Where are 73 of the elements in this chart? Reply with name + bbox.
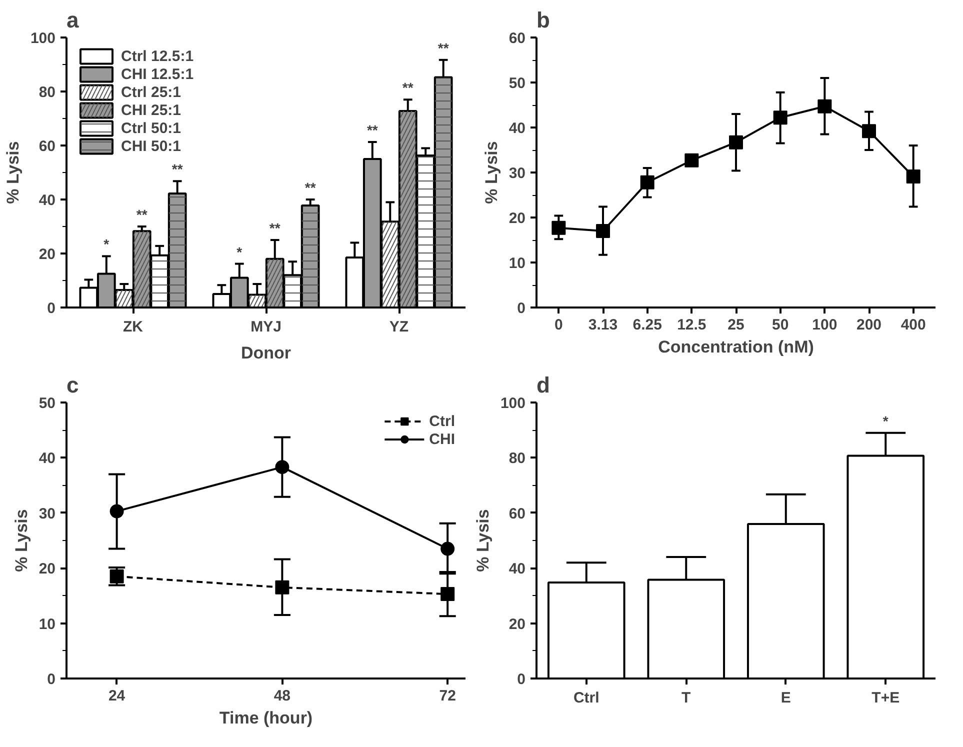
x-tick-label: 3.13 <box>588 316 618 334</box>
y-tick-label: 60 <box>38 138 56 155</box>
x-tick-label: 12.5 <box>677 316 706 334</box>
y-tick-label: 30 <box>38 505 56 522</box>
x-tick-label: 50 <box>772 316 789 334</box>
y-tick-label: 0 <box>517 300 526 317</box>
y-tick-label: 20 <box>508 210 526 227</box>
x-axis-title: Concentration (nM) <box>658 338 814 356</box>
data-label: * <box>882 412 889 429</box>
y-tick-label: 20 <box>38 246 56 263</box>
chart-title: b <box>536 8 550 32</box>
x-tick-label: T+E <box>872 690 900 706</box>
legend-label: CHI 12.5:1 <box>121 65 194 83</box>
legend-label: Ctrl 50:1 <box>121 119 182 137</box>
data-label: * <box>104 236 110 252</box>
x-tick-label: MYJ <box>250 318 282 336</box>
data-label: * <box>236 244 243 260</box>
chart-title: a <box>66 8 80 32</box>
y-tick-label: 0 <box>517 671 526 688</box>
data-label: ** <box>172 161 184 178</box>
data-label: ** <box>269 220 281 236</box>
y-tick-label: 40 <box>508 120 526 137</box>
y-tick-label: 40 <box>508 560 526 578</box>
y-tick-label: 0 <box>47 671 56 688</box>
x-tick-label: 100 <box>812 316 838 334</box>
x-tick-label: 48 <box>274 688 291 704</box>
data-label: ** <box>402 80 414 96</box>
y-axis-title: % Lysis <box>482 141 501 204</box>
y-tick-label: 50 <box>508 75 526 92</box>
x-tick-label: 24 <box>108 688 126 704</box>
y-tick-label: 30 <box>508 165 526 182</box>
y-tick-label: 80 <box>38 84 56 101</box>
data-label: ** <box>366 122 378 138</box>
y-tick-label: 50 <box>38 395 56 412</box>
chart-title: c <box>66 372 79 398</box>
legend-label: Ctrl <box>429 412 455 430</box>
legend-label: Ctrl 12.5:1 <box>121 47 194 65</box>
y-tick-label: 40 <box>38 192 56 209</box>
x-axis-title: Time (hour) <box>219 708 313 728</box>
x-tick-label: ZK <box>123 318 144 336</box>
x-tick-label: E <box>780 690 791 706</box>
data-label: ** <box>304 180 316 196</box>
y-tick-label: 100 <box>30 30 56 47</box>
y-tick-label: 10 <box>38 616 56 633</box>
legend-label: CHI 50:1 <box>121 137 182 155</box>
y-tick-label: 20 <box>508 616 526 633</box>
y-tick-label: 100 <box>500 395 526 412</box>
y-axis-title: % Lysis <box>12 509 31 572</box>
x-tick-label: T <box>682 690 691 706</box>
x-tick-label: 400 <box>900 316 926 334</box>
x-tick-label: 0 <box>554 316 563 334</box>
x-tick-label: 25 <box>728 316 744 334</box>
y-tick-label: 0 <box>47 300 56 317</box>
chart-title: d <box>536 372 550 398</box>
x-tick-label: YZ <box>389 318 409 336</box>
x-axis-title: Donor <box>240 344 292 362</box>
legend-label: CHI 25:1 <box>121 101 182 119</box>
data-label: ** <box>136 206 148 222</box>
y-tick-label: 60 <box>508 505 526 522</box>
y-tick-label: 80 <box>508 450 526 468</box>
x-tick-label: 6.25 <box>632 316 662 334</box>
x-tick-label: Ctrl <box>573 690 600 706</box>
data-label: ** <box>438 40 450 56</box>
y-tick-label: 10 <box>508 255 526 272</box>
y-axis-title: % Lysis <box>473 509 492 572</box>
x-tick-label: 200 <box>856 316 882 334</box>
legend-label: Ctrl 25:1 <box>121 83 182 101</box>
legend-label: CHI <box>429 430 455 448</box>
y-tick-label: 60 <box>508 30 526 47</box>
y-tick-label: 40 <box>38 450 56 468</box>
y-axis-title: % Lysis <box>3 141 22 204</box>
y-tick-label: 20 <box>38 560 56 578</box>
x-tick-label: 72 <box>439 688 456 704</box>
